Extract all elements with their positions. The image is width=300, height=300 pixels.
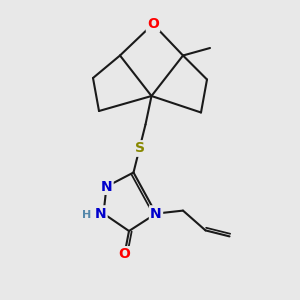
Text: N: N (95, 207, 106, 220)
Text: N: N (150, 207, 162, 220)
Text: S: S (134, 142, 145, 155)
Text: N: N (101, 180, 112, 194)
Text: O: O (147, 17, 159, 31)
Text: H: H (82, 210, 91, 220)
Text: O: O (118, 248, 130, 261)
